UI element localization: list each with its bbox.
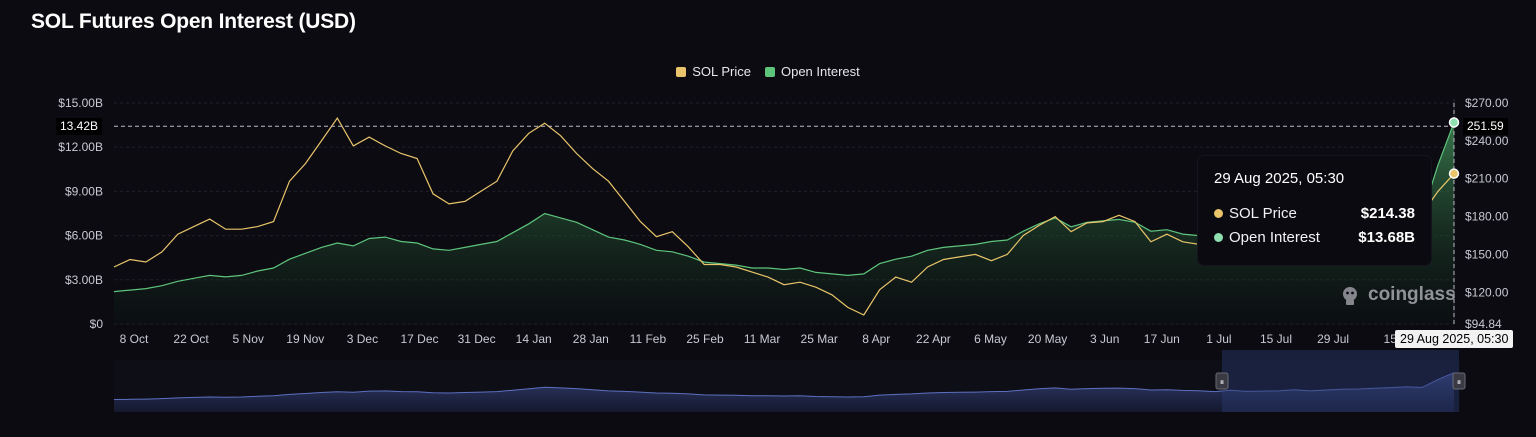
right-tick-label: $240.00 [1465,134,1509,148]
tooltip-date: 29 Aug 2025, 05:30 [1214,170,1345,187]
right-tick-label: $120.00 [1465,285,1509,299]
right-tick-label: $210.00 [1465,172,1509,186]
legend-item-sol-price[interactable]: SOL Price [676,64,751,79]
coinglass-logo-icon [1343,287,1357,305]
x-tick-label: 3 Dec [347,332,378,346]
open-interest-area [114,122,1454,325]
x-tick-label: 15 [1384,332,1398,346]
x-tick-label: 8 Apr [862,332,890,346]
x-tick-label: 11 Feb [630,332,667,346]
legend-label-open-interest: Open Interest [780,64,860,79]
legend: SOL Price Open Interest [0,64,1536,79]
x-tick-label: 29 Jul [1317,332,1349,346]
tooltip-dot-sol-price [1214,209,1223,218]
x-tick-label: 31 Dec [458,332,496,346]
x-tick-label: 28 Jan [573,332,609,346]
coinglass-watermark: coinglass [1338,283,1456,307]
left-tick-label: $0 [90,317,104,331]
tooltip-label-open-interest: Open Interest [1229,229,1320,246]
handle-grip-icon: ⏸ [1220,377,1225,387]
x-tick-label: 15 Jul [1260,332,1292,346]
x-tick-label: 14 Jan [516,332,552,346]
handle-grip-icon: ⏸ [1457,377,1462,387]
navigator-left-handle[interactable]: ⏸ [1215,372,1229,390]
x-tick-label: 25 Feb [686,332,724,346]
handle-grip [1215,372,1229,390]
navigator-selection [1222,350,1459,412]
left-tick-label: $6.00B [65,229,103,243]
left-axis: $15.00B $12.00B $9.00B $6.00B $3.00B $0 [58,96,103,331]
tooltip-row-sol-price: SOL Price $214.38 [1214,205,1415,222]
tooltip-label-sol-price: SOL Price [1229,205,1297,222]
open-interest-marker [1448,117,1460,128]
x-tick-label: 17 Dec [400,332,438,346]
left-tick-label: $9.00B [65,184,103,198]
tooltip: 29 Aug 2025, 05:30 SOL Price $214.38 Ope… [1198,156,1431,265]
right-tick-label: $180.00 [1465,210,1509,224]
chart-title: SOL Futures Open Interest (USD) [31,10,356,33]
right-tick-label: $150.00 [1465,247,1509,261]
handle-grip [1452,372,1466,390]
crosshair-left-label: 13.42B [56,118,103,135]
right-tick-label: $94.84 [1465,317,1502,331]
legend-item-open-interest[interactable]: Open Interest [764,64,860,79]
x-tick-label: 3 Jun [1090,332,1119,346]
legend-label-sol-price: SOL Price [692,64,751,79]
crosshair-date-label: 29 Aug 2025, 05:30 [1395,330,1514,348]
x-tick-label: 20 May [1028,332,1067,346]
tooltip-dot-open-interest [1214,233,1223,242]
crosshair-right-label: 251.59 [1463,118,1508,135]
x-tick-label: 5 Nov [233,332,264,346]
left-tick-label: $12.00B [58,140,103,154]
right-tick-label: $270.00 [1465,96,1509,110]
x-tick-label: 25 Mar [801,332,838,346]
navigator-area [114,372,1454,412]
legend-swatch-open-interest [764,66,775,77]
navigator-right-handle[interactable]: ⏸ [1452,372,1466,390]
legend-swatch-sol-price [676,66,687,77]
tooltip-value-sol-price: $214.38 [1360,205,1415,222]
left-tick-label: $3.00B [65,273,103,287]
crosshair [114,103,1460,324]
left-tick-label: $15.00B [58,96,103,110]
x-tick-label: 19 Nov [286,332,324,346]
x-tick-label: 6 May [974,332,1007,346]
x-tick-label: 22 Oct [173,332,209,346]
tooltip-row-open-interest: Open Interest $13.68B [1214,229,1415,246]
right-axis: $270.00 $240.00 $210.00 $180.00 $150.00 $120.… [1465,96,1509,331]
x-tick-label: 17 Jun [1144,332,1180,346]
navigator[interactable]: ⏸ ⏸ [113,350,1466,412]
x-tick-label: 1 Jul [1206,332,1231,346]
navigator-line [113,372,1455,400]
x-tick-label: 22 Apr [916,332,951,346]
watermark-text: coinglass [1368,284,1456,305]
sol-price-marker [1448,168,1460,179]
x-tick-label: 8 Oct [120,332,149,346]
x-tick-label: 11 Mar [744,332,780,346]
x-axis: 8 Oct 22 Oct 5 Nov 19 Nov 3 Dec 17 Dec 31 Dec 1… [120,332,1398,346]
tooltip-value-open-interest: $13.68B [1358,229,1415,246]
